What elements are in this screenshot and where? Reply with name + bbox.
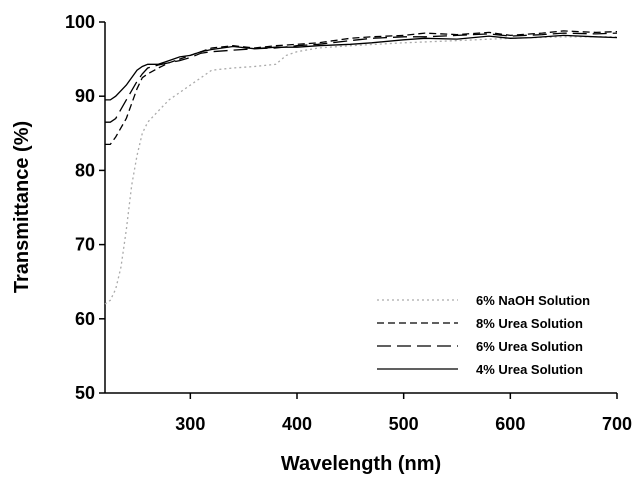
x-ticks: 300 400 500 600 700 bbox=[175, 393, 632, 434]
x-tick-label: 700 bbox=[602, 414, 632, 434]
series-line bbox=[104, 36, 617, 305]
y-tick-label: 70 bbox=[75, 235, 95, 255]
y-tick-label: 100 bbox=[65, 12, 95, 32]
y-tick-label: 90 bbox=[75, 86, 95, 106]
x-axis-title: Wavelength (nm) bbox=[281, 453, 441, 475]
series-line bbox=[105, 34, 618, 101]
legend-label: 4% Urea Solution bbox=[476, 362, 583, 377]
series-lines bbox=[104, 30, 618, 305]
legend-label: 8% Urea Solution bbox=[476, 316, 583, 331]
y-ticks: 50 60 70 80 90 100 bbox=[65, 12, 105, 403]
x-tick-label: 600 bbox=[495, 414, 525, 434]
series-line bbox=[105, 30, 618, 146]
y-axis-title: Transmittance (%) bbox=[11, 121, 33, 293]
y-tick-label: 80 bbox=[75, 160, 95, 180]
plot-area: 50 60 70 80 90 100 300 400 500 600 700 bbox=[65, 12, 632, 434]
series-line bbox=[105, 32, 618, 123]
legend-label: 6% Urea Solution bbox=[476, 339, 583, 354]
x-tick-label: 300 bbox=[175, 414, 205, 434]
legend: 6% NaOH Solution 8% Urea Solution 6% Urea … bbox=[377, 293, 590, 377]
y-tick-label: 50 bbox=[75, 383, 95, 403]
y-tick-label: 60 bbox=[75, 309, 95, 329]
x-tick-label: 500 bbox=[389, 414, 419, 434]
x-tick-label: 400 bbox=[282, 414, 312, 434]
legend-label: 6% NaOH Solution bbox=[476, 293, 590, 308]
